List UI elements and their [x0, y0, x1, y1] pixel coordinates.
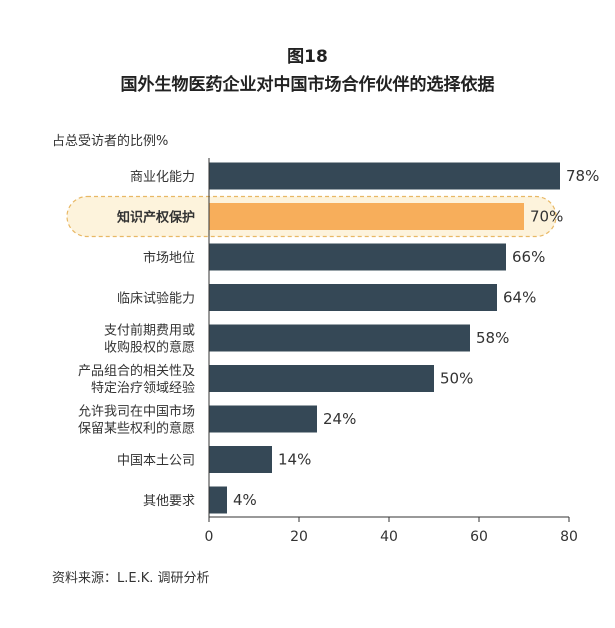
bar — [209, 162, 560, 190]
category-label: 保留某些权利的意愿 — [78, 421, 195, 437]
unit-label: 占总受访者的比例% — [52, 134, 169, 149]
x-tick-label: 80 — [560, 529, 578, 545]
value-label: 78% — [566, 167, 599, 185]
bar — [209, 284, 497, 311]
value-label: 66% — [512, 248, 545, 266]
category-label: 市场地位 — [143, 250, 195, 266]
value-label: 4% — [233, 491, 257, 509]
figure-number: 图18 — [287, 47, 328, 67]
category-label: 支付前期费用或 — [104, 323, 195, 339]
bar — [209, 243, 506, 271]
category-label: 知识产权保护 — [117, 210, 195, 226]
category-label: 产品组合的相关性及 — [78, 363, 195, 379]
category-label: 商业化能力 — [130, 170, 195, 185]
value-label: 24% — [323, 410, 356, 428]
x-tick-label: 60 — [470, 529, 488, 545]
category-label: 收购股权的意愿 — [104, 340, 195, 356]
x-tick-label: 0 — [205, 529, 214, 545]
category-label: 其他要求 — [143, 494, 195, 509]
category-label: 特定治疗领域经验 — [91, 380, 195, 396]
category-label: 中国本土公司 — [117, 454, 195, 469]
bar — [209, 405, 317, 433]
bar — [209, 324, 470, 352]
value-label: 64% — [503, 289, 536, 307]
value-label: 58% — [476, 329, 509, 347]
value-label: 50% — [440, 370, 473, 388]
bar — [209, 446, 272, 473]
category-label: 临床试验能力 — [117, 291, 195, 307]
category-label: 允许我司在中国市场 — [78, 404, 195, 420]
bar — [209, 203, 524, 230]
x-tick-label: 40 — [380, 529, 398, 545]
value-label: 70% — [530, 208, 563, 226]
value-label: 14% — [278, 451, 311, 469]
chart-title: 国外生物医药企业对中国市场合作伙伴的选择依据 — [120, 75, 495, 95]
bar — [209, 486, 227, 514]
x-tick-label: 20 — [290, 529, 308, 545]
bar — [209, 365, 434, 392]
source-note: 资料来源：L.E.K. 调研分析 — [52, 571, 210, 586]
